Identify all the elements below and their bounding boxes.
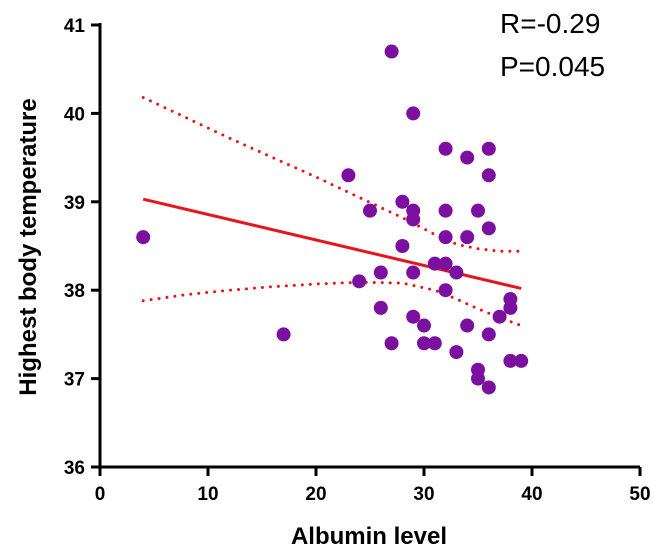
r-annotation: R=-0.29 xyxy=(500,8,600,39)
data-point xyxy=(276,327,291,342)
y-axis-label: Highest body temperature xyxy=(15,98,42,395)
x-tick-label: 50 xyxy=(629,484,650,505)
data-point xyxy=(373,300,388,315)
data-point xyxy=(449,265,464,280)
x-tick-label: 30 xyxy=(413,484,434,505)
data-point xyxy=(352,274,367,289)
y-tick-label: 40 xyxy=(64,104,85,125)
data-point xyxy=(460,150,475,165)
y-tick-label: 37 xyxy=(64,370,85,391)
data-point xyxy=(460,318,475,333)
data-point xyxy=(384,336,399,351)
regression-line xyxy=(142,197,522,290)
p-annotation: P=0.045 xyxy=(500,51,605,82)
data-point xyxy=(395,194,410,209)
data-point xyxy=(449,345,464,360)
data-point xyxy=(406,212,421,227)
x-tick-label: 20 xyxy=(305,484,326,505)
ci-upper-line xyxy=(141,96,523,253)
y-tick-label: 38 xyxy=(64,281,85,302)
data-point xyxy=(460,230,475,245)
data-point xyxy=(438,230,453,245)
data-points xyxy=(136,44,529,395)
data-point xyxy=(417,336,431,351)
x-tick-label: 40 xyxy=(521,484,542,505)
data-point xyxy=(427,256,442,271)
data-point xyxy=(427,336,442,351)
data-point xyxy=(503,300,518,315)
data-point xyxy=(492,309,507,324)
axes: 0 10 20 30 40 50 36 37 38 39 40 41 xyxy=(64,16,651,505)
x-axis-label: Albumin level xyxy=(291,523,447,550)
data-point xyxy=(481,141,496,156)
data-point xyxy=(395,239,410,253)
data-point xyxy=(481,168,496,183)
data-point xyxy=(438,256,453,271)
x-tick-label: 10 xyxy=(197,484,218,505)
data-point xyxy=(417,318,431,333)
data-point xyxy=(503,353,518,368)
data-point xyxy=(481,327,496,342)
data-point xyxy=(363,203,377,218)
y-tick-label: 39 xyxy=(64,193,85,214)
confidence-band xyxy=(141,96,523,328)
data-point xyxy=(384,44,399,59)
data-point xyxy=(471,203,485,218)
ci-lower-line xyxy=(141,280,523,328)
data-point xyxy=(514,353,529,368)
data-point xyxy=(373,265,388,280)
data-point xyxy=(406,106,421,121)
data-point xyxy=(481,380,496,395)
data-point xyxy=(406,265,421,280)
data-point xyxy=(438,203,453,218)
data-point xyxy=(136,230,151,245)
data-point xyxy=(438,283,453,298)
data-point xyxy=(471,371,485,386)
y-tick-label: 36 xyxy=(64,458,85,479)
x-tick-label: 0 xyxy=(95,484,106,505)
data-point xyxy=(341,168,356,183)
data-point xyxy=(481,221,496,236)
data-point xyxy=(438,141,453,156)
regression-line-group xyxy=(142,197,522,290)
y-tick-label: 41 xyxy=(64,16,86,37)
data-point xyxy=(406,309,421,324)
